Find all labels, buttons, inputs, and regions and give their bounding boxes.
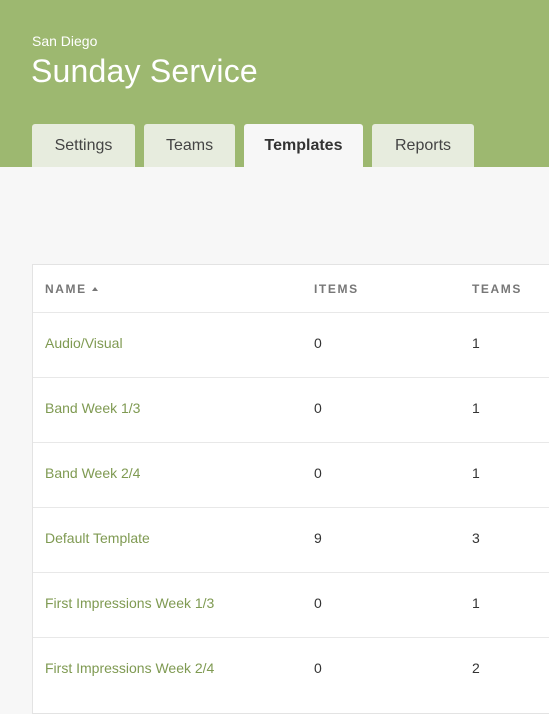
teams-count: 1 bbox=[472, 465, 480, 481]
table-row: Audio/Visual 0 1 bbox=[33, 312, 549, 377]
column-header-teams[interactable]: TEAMS bbox=[472, 282, 522, 296]
tab-label: Templates bbox=[264, 136, 343, 154]
items-count: 0 bbox=[314, 335, 322, 351]
tab-label: Teams bbox=[165, 136, 214, 154]
column-header-teams-label: TEAMS bbox=[472, 282, 522, 296]
items-count: 0 bbox=[314, 660, 322, 676]
column-header-name-label: NAME bbox=[45, 282, 87, 296]
teams-count: 2 bbox=[472, 660, 480, 676]
template-name-link[interactable]: First Impressions Week 1/3 bbox=[45, 595, 215, 611]
template-name-link[interactable]: Band Week 1/3 bbox=[45, 400, 141, 416]
sort-up-icon bbox=[91, 287, 98, 291]
page-header: San Diego Sunday Service Settings Teams … bbox=[0, 0, 549, 167]
templates-table bbox=[32, 264, 549, 714]
teams-count: 1 bbox=[472, 595, 480, 611]
tab-templates[interactable]: Templates bbox=[244, 124, 363, 167]
tab-label: Reports bbox=[394, 136, 452, 154]
teams-count: 1 bbox=[472, 400, 480, 416]
page-title: Sunday Service bbox=[31, 53, 258, 89]
items-count: 0 bbox=[314, 595, 322, 611]
template-name-link[interactable]: Audio/Visual bbox=[45, 335, 123, 351]
items-count: 0 bbox=[314, 400, 322, 416]
teams-count: 3 bbox=[472, 530, 480, 546]
tab-settings[interactable]: Settings bbox=[32, 124, 135, 167]
column-header-name[interactable]: NAME bbox=[45, 282, 98, 296]
table-row: Band Week 2/4 0 1 bbox=[33, 442, 549, 507]
template-name-link[interactable]: First Impressions Week 2/4 bbox=[45, 660, 215, 676]
column-header-items-label: ITEMS bbox=[314, 282, 359, 296]
campus-name: San Diego bbox=[32, 33, 98, 49]
tab-label: Settings bbox=[54, 136, 113, 154]
column-header-items[interactable]: ITEMS bbox=[314, 282, 359, 296]
template-name-link[interactable]: Default Template bbox=[45, 530, 150, 546]
tab-teams[interactable]: Teams bbox=[144, 124, 235, 167]
items-count: 9 bbox=[314, 530, 322, 546]
template-name-link[interactable]: Band Week 2/4 bbox=[45, 465, 141, 481]
table-row: Default Template 9 3 bbox=[33, 507, 549, 572]
table-row: Band Week 1/3 0 1 bbox=[33, 377, 549, 442]
items-count: 0 bbox=[314, 465, 322, 481]
table-row: First Impressions Week 2/4 0 2 bbox=[33, 637, 549, 702]
table-row: First Impressions Week 1/3 0 1 bbox=[33, 572, 549, 637]
teams-count: 1 bbox=[472, 335, 480, 351]
tab-reports[interactable]: Reports bbox=[372, 124, 474, 167]
